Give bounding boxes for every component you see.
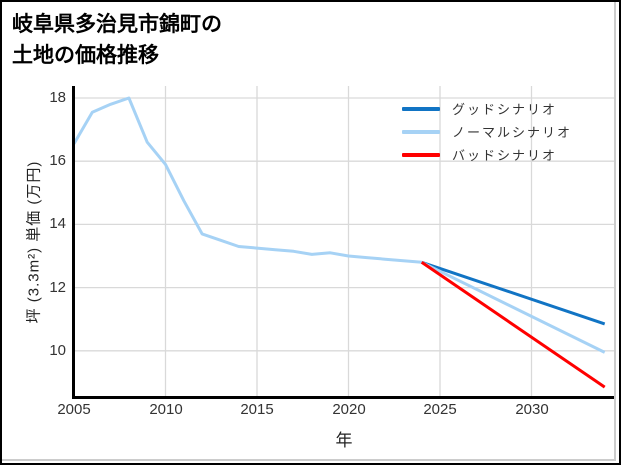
good-scenario-swatch	[402, 106, 440, 111]
legend: グッドシナリオ ノーマルシナリオ バッドシナリオ	[402, 97, 572, 166]
x-tick-label: 2020	[332, 401, 366, 418]
chart-title-line2: 土地の価格推移	[12, 44, 159, 67]
figure-frame-bottom	[2, 459, 616, 461]
x-tick-label: 2015	[240, 401, 274, 418]
x-tick-label: 2025	[423, 401, 457, 418]
y-tick-label: 12	[49, 279, 66, 296]
legend-item-normal: ノーマルシナリオ	[402, 120, 572, 143]
normal-scenario-swatch	[402, 129, 440, 134]
normal-scenario-line	[72, 96, 606, 354]
figure-frame-right	[614, 2, 616, 461]
legend-label-normal: ノーマルシナリオ	[452, 125, 573, 140]
x-axis-label: 年	[335, 431, 353, 450]
x-tick-label: 2010	[149, 401, 183, 418]
y-tick-label: 14	[49, 215, 66, 232]
chart-title-line1: 岐阜県多治見市錦町の	[12, 13, 222, 36]
y-tick-label: 16	[49, 152, 66, 169]
x-tick-label: 2005	[57, 401, 91, 418]
y-axis-label: 坪 (3.3m²) 単価 (万円)	[25, 160, 43, 324]
bad-scenario-swatch	[402, 152, 440, 157]
good-scenario-line	[421, 260, 606, 326]
y-tick-label: 10	[49, 342, 66, 359]
legend-label-good: グッドシナリオ	[452, 102, 558, 117]
chart-title: 岐阜県多治見市錦町の 土地の価格推移	[12, 9, 222, 71]
bad-scenario-line	[420, 261, 606, 389]
legend-item-bad: バッドシナリオ	[402, 143, 572, 166]
x-tick-label: 2030	[515, 401, 549, 418]
legend-label-bad: バッドシナリオ	[452, 148, 558, 163]
legend-item-good: グッドシナリオ	[402, 97, 572, 120]
y-tick-label: 18	[49, 89, 66, 106]
